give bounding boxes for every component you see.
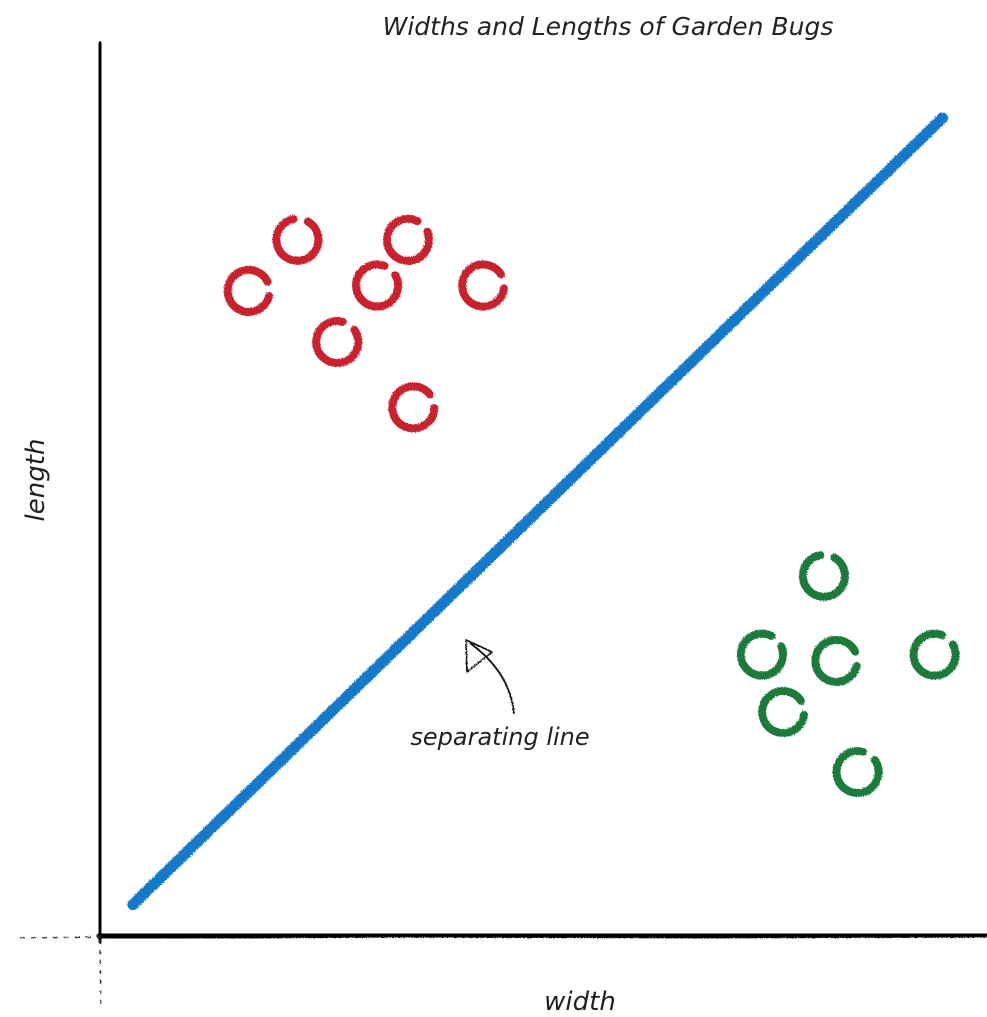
- red-data-point: [383, 214, 433, 265]
- red-data-point: [458, 260, 508, 311]
- red-data-point: [312, 317, 363, 367]
- green-data-point: [798, 551, 849, 601]
- separating-line-layer: [127, 112, 949, 911]
- points-layer: [223, 214, 960, 797]
- annotation-text: separating line: [410, 723, 589, 751]
- green-data-point: [736, 629, 787, 680]
- green-data-point: [758, 687, 808, 738]
- y-axis-label: length: [21, 439, 51, 522]
- red-data-point: [223, 265, 274, 316]
- chart-title: Widths and Lengths of Garden Bugs: [383, 12, 834, 41]
- separating-line: [127, 112, 949, 911]
- y-axis: [95, 41, 105, 1011]
- green-data-point: [909, 629, 960, 680]
- red-data-point: [352, 260, 403, 311]
- separating-line-tip: [858, 114, 946, 200]
- red-data-point: [272, 215, 323, 265]
- green-data-point: [832, 747, 883, 797]
- green-data-point: [811, 635, 861, 686]
- annotation-arrow: [465, 639, 515, 715]
- x-axis-label: width: [544, 987, 616, 1017]
- red-data-point: [388, 382, 439, 433]
- x-axis: [19, 930, 987, 940]
